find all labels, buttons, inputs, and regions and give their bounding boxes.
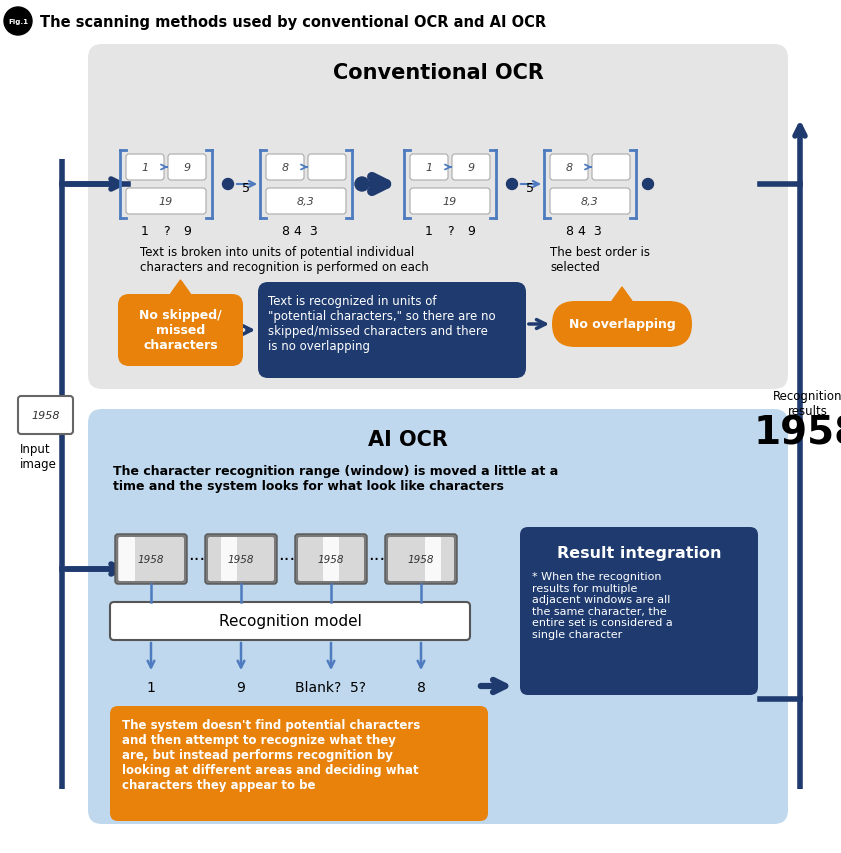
Text: Input
image: Input image — [20, 443, 57, 471]
FancyBboxPatch shape — [592, 154, 630, 181]
Text: 8: 8 — [565, 163, 573, 173]
FancyBboxPatch shape — [110, 602, 470, 641]
FancyBboxPatch shape — [118, 537, 184, 581]
Text: 9: 9 — [467, 224, 475, 238]
FancyBboxPatch shape — [550, 189, 630, 215]
Text: The best order is
selected: The best order is selected — [550, 246, 650, 274]
Text: AI OCR: AI OCR — [368, 430, 448, 450]
Text: 8,3: 8,3 — [581, 197, 599, 206]
Text: No overlapping: No overlapping — [569, 318, 675, 331]
FancyBboxPatch shape — [410, 189, 490, 215]
FancyBboxPatch shape — [410, 154, 448, 181]
Polygon shape — [612, 287, 632, 302]
FancyBboxPatch shape — [208, 537, 274, 581]
Text: 9: 9 — [183, 224, 191, 238]
Text: 5: 5 — [242, 182, 250, 194]
Text: 8: 8 — [565, 224, 573, 238]
FancyBboxPatch shape — [126, 189, 206, 215]
Circle shape — [506, 179, 517, 190]
Text: 8: 8 — [416, 680, 426, 694]
Text: ?: ? — [162, 224, 169, 238]
FancyBboxPatch shape — [119, 537, 135, 581]
Text: 1: 1 — [146, 680, 156, 694]
Circle shape — [355, 177, 369, 192]
Text: 9: 9 — [468, 163, 474, 173]
FancyBboxPatch shape — [552, 302, 692, 347]
Text: Conventional OCR: Conventional OCR — [332, 63, 543, 83]
Circle shape — [4, 8, 32, 36]
Text: 1: 1 — [141, 163, 149, 173]
Text: 9: 9 — [236, 680, 246, 694]
FancyBboxPatch shape — [550, 154, 588, 181]
Circle shape — [223, 179, 234, 190]
Text: 1958: 1958 — [138, 554, 164, 565]
Text: Recognition model: Recognition model — [219, 614, 362, 629]
Text: Fig.1: Fig.1 — [8, 19, 28, 25]
Text: 8: 8 — [282, 163, 288, 173]
Text: * When the recognition
results for multiple
adjacent windows are all
the same ch: * When the recognition results for multi… — [532, 572, 673, 639]
FancyBboxPatch shape — [266, 189, 346, 215]
Text: 1: 1 — [141, 224, 149, 238]
Text: 1958: 1958 — [228, 554, 254, 565]
Text: Blank?  5?: Blank? 5? — [295, 680, 367, 694]
FancyBboxPatch shape — [126, 154, 164, 181]
FancyBboxPatch shape — [205, 534, 277, 584]
Text: Text is broken into units of potential individual
characters and recognition is : Text is broken into units of potential i… — [140, 246, 429, 274]
Text: 19: 19 — [443, 197, 458, 206]
FancyBboxPatch shape — [258, 282, 526, 379]
FancyBboxPatch shape — [266, 154, 304, 181]
Text: 8: 8 — [281, 224, 289, 238]
FancyBboxPatch shape — [385, 534, 457, 584]
Text: ?: ? — [447, 224, 453, 238]
Text: The system doesn't find potential characters
and then attempt to recognize what : The system doesn't find potential charac… — [122, 718, 420, 791]
FancyBboxPatch shape — [115, 534, 187, 584]
FancyBboxPatch shape — [308, 154, 346, 181]
Circle shape — [643, 179, 653, 190]
Text: The character recognition range (window) is moved a little at a
time and the sys: The character recognition range (window)… — [113, 464, 558, 492]
Text: ···: ··· — [368, 550, 386, 568]
FancyBboxPatch shape — [118, 294, 243, 367]
FancyBboxPatch shape — [221, 537, 237, 581]
Text: 1958: 1958 — [318, 554, 344, 565]
Polygon shape — [171, 281, 191, 294]
Text: Recognition
results: Recognition results — [773, 390, 841, 417]
Text: 4  3: 4 3 — [578, 224, 602, 238]
FancyBboxPatch shape — [520, 527, 758, 695]
FancyBboxPatch shape — [425, 537, 441, 581]
Text: ···: ··· — [188, 550, 206, 568]
Text: 4  3: 4 3 — [294, 224, 318, 238]
Text: 1: 1 — [425, 224, 433, 238]
Text: No skipped/
missed
characters: No skipped/ missed characters — [139, 309, 222, 352]
FancyBboxPatch shape — [110, 706, 488, 821]
Text: Text is recognized in units of
"potential characters," so there are no
skipped/m: Text is recognized in units of "potentia… — [268, 294, 495, 352]
FancyBboxPatch shape — [298, 537, 364, 581]
Text: 5: 5 — [526, 182, 534, 194]
FancyBboxPatch shape — [388, 537, 454, 581]
FancyBboxPatch shape — [452, 154, 490, 181]
Text: Result integration: Result integration — [557, 545, 722, 560]
Text: 1958: 1958 — [754, 415, 841, 452]
Text: 19: 19 — [159, 197, 173, 206]
Text: The scanning methods used by conventional OCR and AI OCR: The scanning methods used by conventiona… — [40, 15, 546, 30]
FancyBboxPatch shape — [323, 537, 339, 581]
FancyBboxPatch shape — [168, 154, 206, 181]
FancyBboxPatch shape — [295, 534, 367, 584]
Text: 8,3: 8,3 — [297, 197, 315, 206]
Text: 1: 1 — [426, 163, 432, 173]
FancyBboxPatch shape — [18, 397, 73, 434]
Text: 1958: 1958 — [31, 410, 60, 421]
FancyBboxPatch shape — [88, 409, 788, 824]
Text: ···: ··· — [278, 550, 296, 568]
Text: 1958: 1958 — [408, 554, 434, 565]
Text: 9: 9 — [183, 163, 191, 173]
FancyBboxPatch shape — [88, 45, 788, 390]
